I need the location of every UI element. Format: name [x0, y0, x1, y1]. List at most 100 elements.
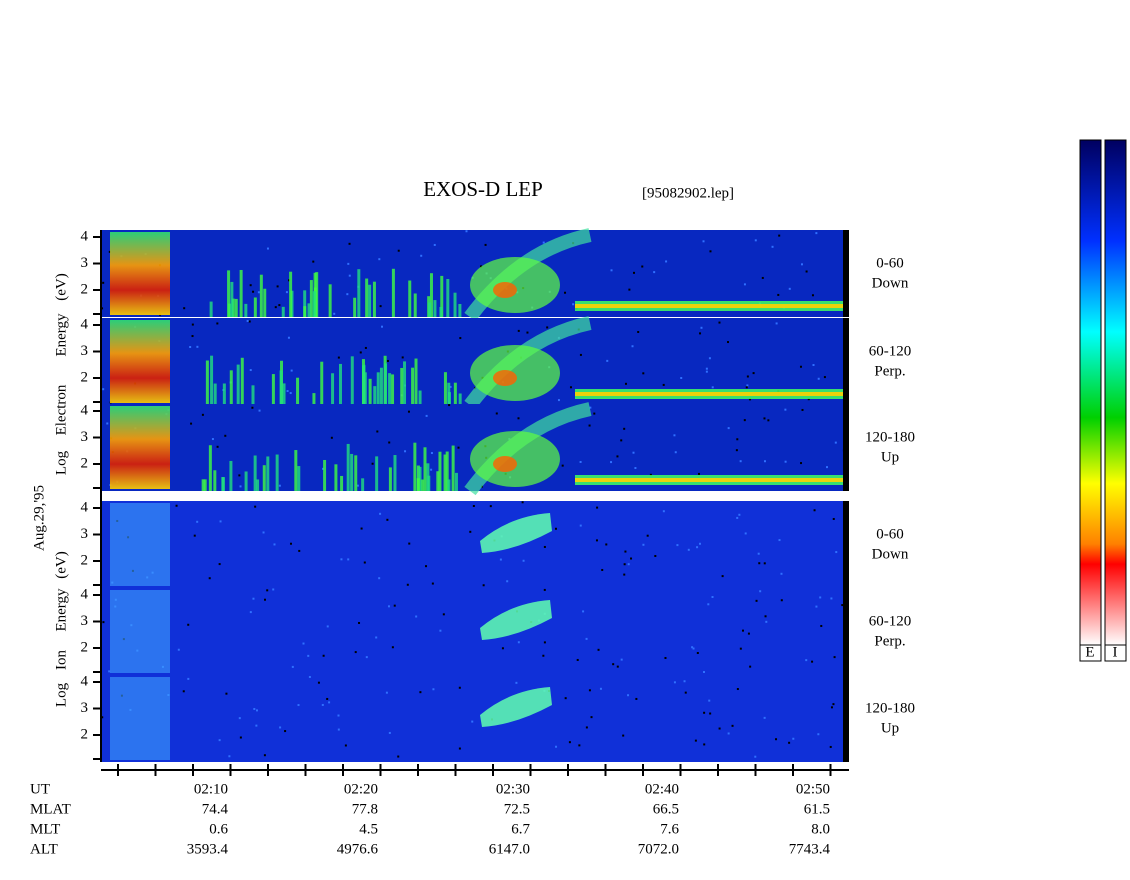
- noise: [430, 452, 433, 455]
- noise: [707, 603, 710, 606]
- row-label: ALT: [30, 841, 58, 857]
- streak: [275, 454, 279, 491]
- noise: [709, 712, 712, 715]
- panel-edge: [843, 675, 849, 762]
- noise: [589, 406, 592, 409]
- noise: [262, 531, 265, 534]
- noise: [841, 604, 844, 607]
- streak: [423, 447, 427, 491]
- noise: [266, 589, 269, 592]
- noise: [175, 504, 178, 507]
- noise: [653, 271, 656, 274]
- y-tick-label: 2: [81, 281, 89, 297]
- noise: [255, 724, 258, 727]
- streak: [281, 306, 285, 317]
- noise: [561, 464, 564, 467]
- noise: [664, 656, 667, 659]
- noise: [439, 629, 442, 632]
- streak: [209, 301, 213, 317]
- panel-range: 120-180: [865, 700, 915, 716]
- hot-region: [110, 406, 170, 489]
- row-value: 61.5: [804, 801, 830, 817]
- noise: [736, 688, 739, 691]
- noise: [218, 739, 221, 742]
- streak: [201, 479, 205, 491]
- streak: [263, 288, 267, 317]
- noise: [676, 544, 679, 547]
- noise: [347, 558, 350, 561]
- noise: [739, 460, 742, 463]
- noise: [665, 260, 668, 263]
- noise: [499, 558, 502, 561]
- noise: [307, 654, 310, 657]
- y-tick-label: 2: [81, 552, 89, 568]
- noise: [582, 610, 585, 613]
- y-tick-label: 2: [81, 455, 89, 471]
- streak: [362, 364, 366, 405]
- noise: [274, 306, 277, 309]
- noise: [832, 517, 835, 520]
- noise: [708, 699, 711, 702]
- streak: [353, 297, 357, 317]
- streak: [205, 360, 209, 405]
- ion-low: [110, 677, 170, 760]
- streak: [458, 393, 462, 405]
- noise: [691, 646, 694, 649]
- streak: [350, 356, 354, 405]
- noise: [196, 345, 199, 348]
- noise: [302, 642, 305, 645]
- streak: [340, 475, 344, 491]
- y-tick-label: 4: [81, 316, 89, 332]
- noise: [727, 427, 730, 430]
- noise: [404, 450, 407, 453]
- noise: [386, 518, 389, 521]
- panel-range: 60-120: [869, 343, 912, 359]
- panel-direction: Perp.: [874, 363, 905, 379]
- y-tick-label: 4: [81, 499, 89, 515]
- noise: [521, 501, 524, 504]
- noise: [703, 743, 706, 746]
- noise: [211, 438, 214, 441]
- streak: [418, 466, 422, 491]
- streak: [408, 280, 412, 317]
- noise: [371, 462, 374, 465]
- colorbar-i: [1104, 139, 1127, 646]
- noise: [515, 681, 518, 684]
- date: Aug.29,'95: [31, 485, 47, 551]
- row-label: MLAT: [30, 801, 71, 817]
- streak: [427, 475, 431, 491]
- streak: [436, 471, 440, 491]
- noise: [249, 284, 252, 287]
- noise: [564, 291, 567, 294]
- noise: [741, 629, 744, 632]
- arc-core: [470, 431, 560, 487]
- noise: [326, 625, 329, 628]
- streak: [234, 298, 238, 317]
- noise: [517, 417, 520, 420]
- noise: [599, 687, 602, 690]
- noise: [763, 562, 766, 565]
- noise: [297, 704, 300, 707]
- streak: [251, 385, 255, 405]
- y-tick-label: 2: [81, 369, 89, 385]
- noise: [330, 436, 333, 439]
- streak: [357, 269, 361, 317]
- noise: [784, 460, 787, 463]
- arc-hot: [493, 282, 517, 298]
- panel-edge: [843, 501, 849, 588]
- noise: [749, 665, 752, 668]
- noise: [623, 573, 626, 576]
- noise: [759, 590, 762, 593]
- streak: [303, 290, 307, 317]
- noise: [322, 467, 325, 470]
- noise: [408, 542, 411, 545]
- noise: [620, 439, 623, 442]
- row-label: MLT: [30, 821, 60, 837]
- noise: [622, 734, 625, 737]
- row-label: UT: [30, 781, 50, 797]
- ion-blob: [480, 513, 552, 553]
- streak: [388, 467, 392, 491]
- noise: [381, 325, 384, 328]
- noise: [817, 377, 820, 380]
